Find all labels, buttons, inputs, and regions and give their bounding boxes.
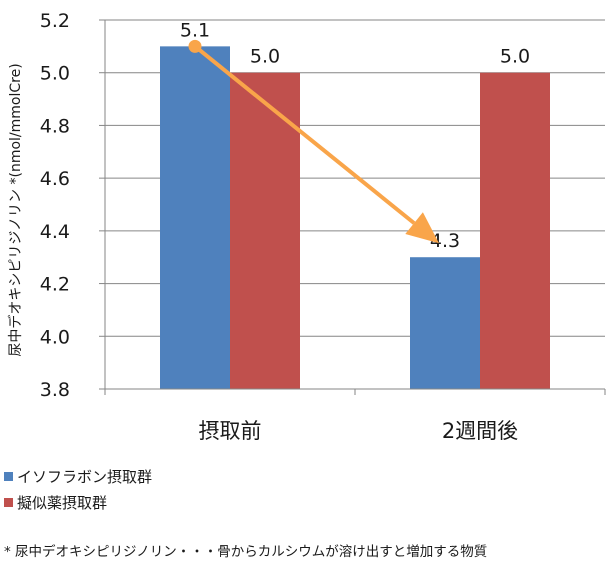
legend-swatch: [4, 498, 13, 507]
legend-item-placebo: 擬似薬摂取群: [4, 492, 107, 513]
y-tick-label: 5.0: [40, 63, 70, 85]
y-tick-label: 4.0: [40, 326, 70, 348]
data-label: 5.0: [250, 46, 280, 68]
x-axis-ticks: 摂取前 2週間後: [199, 419, 519, 440]
footnote: * 尿中デオキシピリジノリン・・・骨からカルシウムが溶け出すと増加する物質: [4, 544, 488, 560]
y-tick-label: 5.2: [40, 10, 70, 32]
bar-placebo-1: [480, 72, 550, 389]
axes: [99, 19, 606, 395]
y-tick-label: 4.2: [40, 274, 70, 296]
data-labels: 5.1 4.3 5.0 5.0: [180, 19, 530, 252]
data-label: 5.0: [500, 46, 530, 68]
y-axis-ticks: 3.8 4.0 4.2 4.4 4.6 4.8 5.0 5.2: [40, 10, 70, 401]
trend-arrow: [188, 39, 439, 244]
legend-label: 擬似薬摂取群: [17, 494, 108, 512]
data-label: 5.1: [180, 19, 210, 41]
bar-isoflavone-1: [410, 257, 480, 389]
arrow-head: [405, 212, 439, 244]
y-axis-label: 尿中デオキシピリジノリン *(nmol/mmolCre): [7, 63, 24, 356]
x-tick-label: 摂取前: [199, 419, 262, 440]
legend-swatch: [4, 472, 13, 481]
bar-isoflavone-0: [160, 46, 230, 389]
legend-item-isoflavone: イソフラボン摂取群: [4, 466, 152, 487]
x-tick-label: 2週間後: [442, 419, 518, 440]
arrow-shaft: [193, 44, 416, 225]
data-label: 4.3: [430, 230, 460, 252]
y-tick-label: 4.6: [40, 168, 70, 190]
bars: [160, 46, 550, 389]
arrow-start-marker: [188, 39, 202, 53]
legend-label: イソフラボン摂取群: [17, 468, 153, 486]
bar-chart: 3.84.04.24.44.64.85.05.2 摂取前 2週間後 5.14.35…: [7, 10, 606, 440]
y-tick-label: 4.4: [40, 221, 70, 243]
bar-placebo-0: [230, 72, 300, 389]
y-tick-label: 3.8: [40, 379, 70, 401]
y-tick-label: 4.8: [40, 115, 70, 137]
